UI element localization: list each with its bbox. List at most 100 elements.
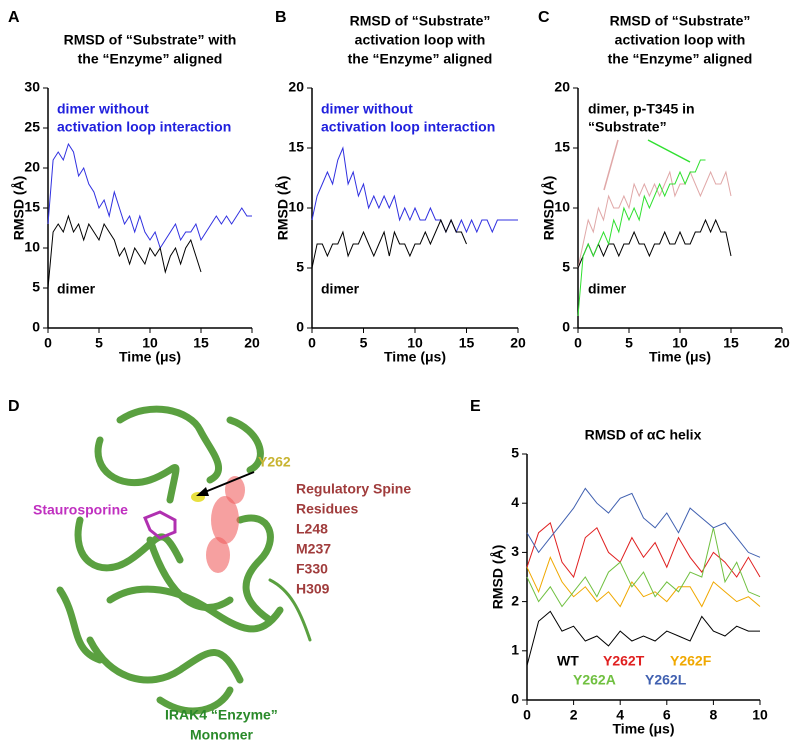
annotation: dimer: [57, 281, 96, 297]
series-line: [526, 555, 761, 608]
y-tick-label: 10: [288, 199, 304, 215]
legend-entry: Y262L: [645, 672, 687, 688]
y-tick-label: 1: [511, 642, 519, 658]
x-tick-label: 0: [44, 335, 52, 351]
series-line: [526, 522, 761, 579]
x-tick-label: 10: [142, 335, 158, 351]
annotation: dimer without: [57, 101, 149, 117]
panel-label: C: [538, 9, 550, 26]
spine-label: Regulatory Spine: [296, 481, 411, 497]
chart-title: the “Enzyme” aligned: [78, 51, 223, 67]
y-tick-label: 5: [562, 259, 570, 275]
x-tick-label: 10: [672, 335, 688, 351]
y-tick-label: 20: [288, 79, 304, 95]
x-tick-label: 15: [459, 335, 475, 351]
chart-title: activation loop with: [615, 32, 746, 48]
legend-entry: Y262F: [670, 653, 712, 669]
x-tick-label: 0: [574, 335, 582, 351]
panel-label: E: [470, 398, 481, 415]
y-tick-label: 15: [24, 199, 40, 215]
chart-title: RMSD of αC helix: [585, 427, 702, 443]
spine-label: H309: [296, 581, 330, 597]
legend-entry: Y262A: [573, 672, 616, 688]
x-tick-label: 0: [308, 335, 316, 351]
y-tick-label: 5: [32, 279, 40, 295]
protein-label: IRAK4 “Enzyme”: [165, 707, 278, 723]
annotation: activation loop interaction: [57, 119, 231, 135]
y-tick-label: 4: [511, 494, 519, 510]
legend-entry: Y262T: [603, 653, 645, 669]
series-line: [577, 159, 706, 317]
y-tick-label: 30: [24, 79, 40, 95]
x-tick-label: 5: [625, 335, 633, 351]
annotation: dimer, p-T345 in: [588, 101, 695, 117]
panel-label: B: [275, 9, 287, 26]
protein-structure: [56, 405, 312, 715]
x-tick-label: 8: [710, 707, 718, 723]
chart-title: RMSD of “Substrate” with: [64, 32, 237, 48]
pointer: [647, 139, 691, 163]
spine-label: L248: [296, 521, 328, 537]
x-axis-label: Time (μs): [384, 349, 446, 365]
y-tick-label: 0: [296, 319, 304, 335]
legend-entry: WT: [557, 653, 579, 669]
y-tick-label: 15: [554, 139, 570, 155]
x-axis-label: Time (μs): [649, 349, 711, 365]
arrow: [199, 471, 255, 495]
protein-label: Monomer: [190, 727, 254, 743]
y-tick-label: 0: [32, 319, 40, 335]
series-line: [47, 142, 252, 250]
y-axis-label: RMSD (Å): [275, 176, 291, 241]
y-axis-label: RMSD (Å): [490, 545, 506, 610]
y-tick-label: 5: [511, 445, 519, 461]
y-axis-label: RMSD (Å): [11, 176, 27, 241]
series-line: [526, 487, 761, 558]
annotation: “Substrate”: [588, 119, 667, 135]
series-line: [577, 170, 732, 269]
y-axis-label: RMSD (Å): [541, 176, 557, 241]
annotation: activation loop interaction: [321, 119, 495, 135]
x-axis-label: Time (μs): [119, 349, 181, 365]
series-line: [526, 527, 761, 608]
y-tick-label: 0: [562, 319, 570, 335]
spine-label: M237: [296, 541, 331, 557]
y-tick-label: 10: [24, 239, 40, 255]
y-tick-label: 15: [288, 139, 304, 155]
chart-title: the “Enzyme” aligned: [348, 51, 493, 67]
spine-label: Residues: [296, 501, 358, 517]
ligand-label: Staurosporine: [33, 502, 128, 518]
spine-residues: [206, 476, 245, 573]
y-tick-label: 10: [554, 199, 570, 215]
x-tick-label: 4: [616, 707, 624, 723]
chart-title: activation loop with: [355, 32, 486, 48]
arrow-head: [196, 487, 209, 496]
y-tick-label: 20: [554, 79, 570, 95]
chart-title: the “Enzyme” aligned: [608, 51, 753, 67]
series-line: [311, 218, 467, 269]
annotation: dimer: [588, 281, 627, 297]
pointer: [603, 139, 619, 191]
spine-label: F330: [296, 561, 328, 577]
x-tick-label: 0: [523, 707, 531, 723]
annotation: dimer without: [321, 101, 413, 117]
x-tick-label: 20: [244, 335, 260, 351]
x-tick-label: 10: [752, 707, 768, 723]
x-tick-label: 20: [510, 335, 526, 351]
series-line: [577, 218, 732, 269]
x-tick-label: 15: [193, 335, 209, 351]
x-tick-label: 20: [774, 335, 790, 351]
x-axis-label: Time (μs): [613, 721, 675, 737]
y-tick-label: 20: [24, 159, 40, 175]
x-tick-label: 6: [663, 707, 671, 723]
x-tick-label: 15: [723, 335, 739, 351]
y-tick-label: 0: [511, 691, 519, 707]
residue-label: Y262: [258, 454, 291, 470]
y-tick-label: 5: [296, 259, 304, 275]
x-tick-label: 5: [360, 335, 368, 351]
panel-label: D: [8, 398, 20, 415]
annotation: dimer: [321, 281, 360, 297]
x-tick-label: 2: [570, 707, 578, 723]
series-line: [47, 214, 202, 289]
series-line: [526, 610, 760, 666]
chart-title: RMSD of “Substrate”: [610, 13, 751, 29]
